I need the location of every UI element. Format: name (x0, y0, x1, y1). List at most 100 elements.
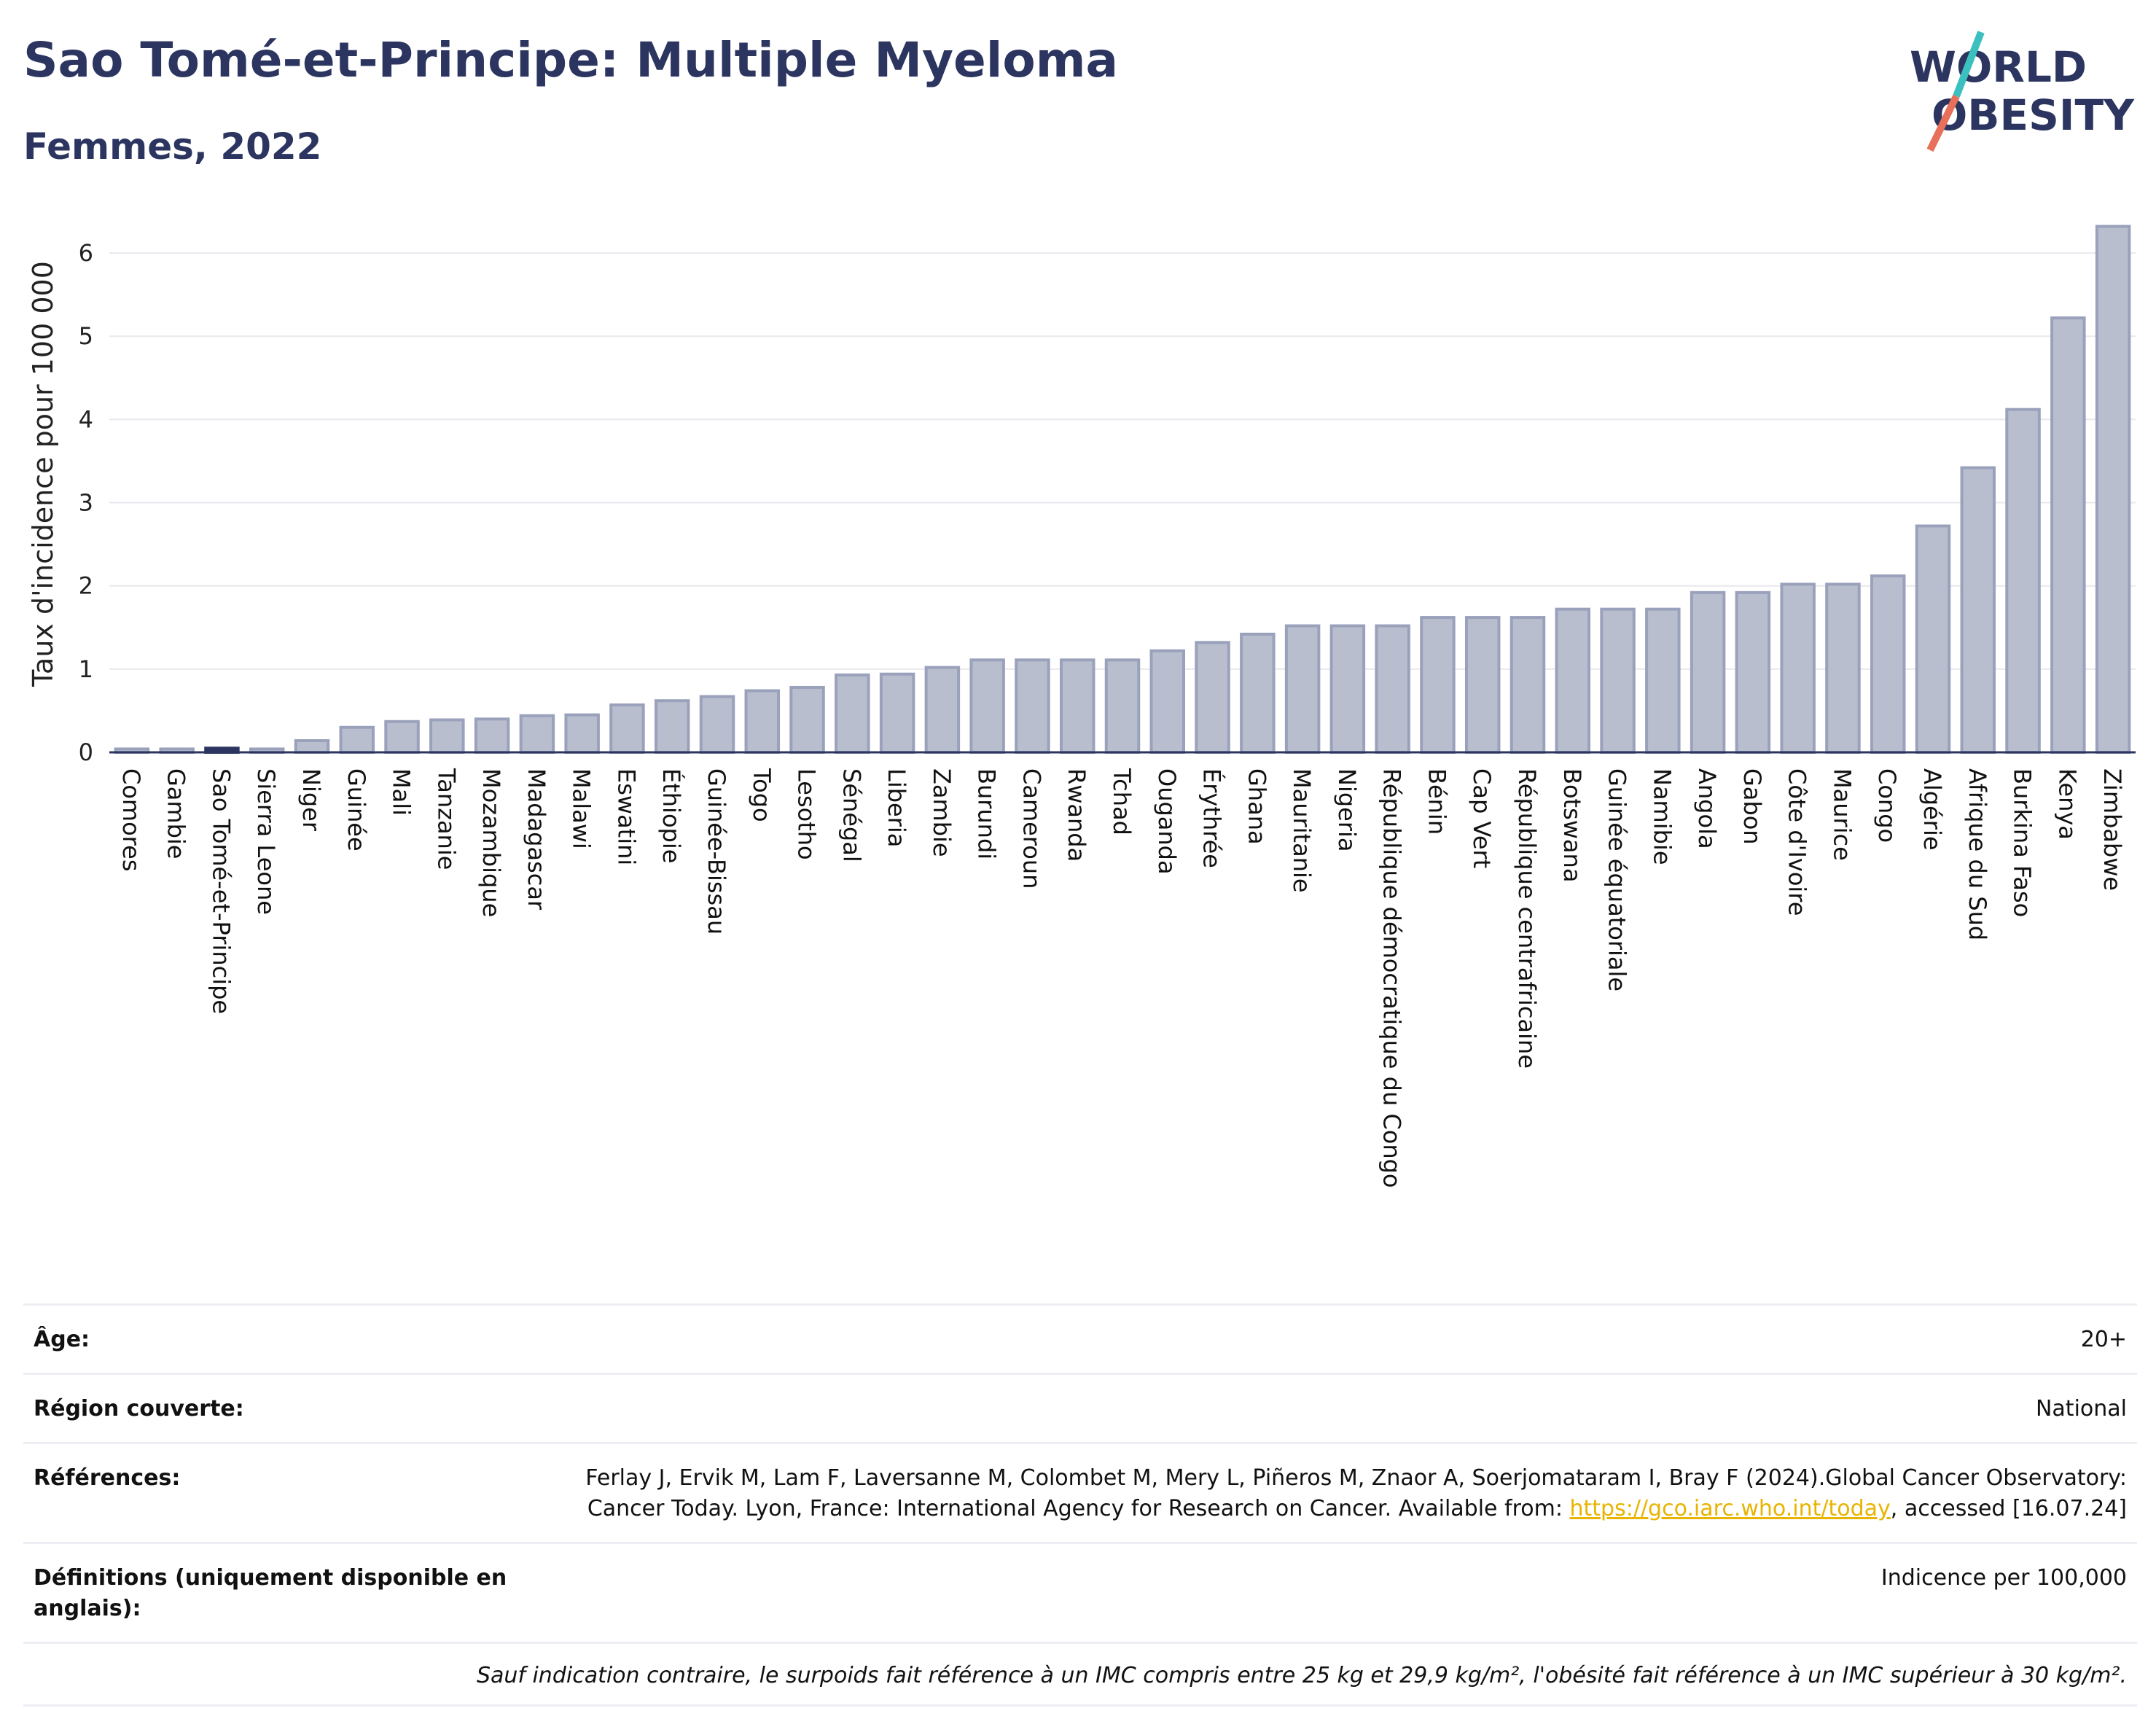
y-tick-label: 4 (79, 405, 93, 433)
category-label: Sierra Leone (252, 768, 280, 915)
category-label: Guinée (343, 768, 370, 851)
category-label: Érythrée (1198, 768, 1226, 868)
bar-7 (429, 718, 465, 754)
category-label: Liberia (883, 768, 910, 847)
category-label: Ghana (1243, 768, 1270, 845)
bar-38 (1825, 582, 1861, 755)
y-axis-label: Taux d'incidence pour 100 000 (27, 261, 59, 687)
references-text: Ferlay J, Ervik M, Lam F, Laversanne M, … (585, 1465, 2127, 1521)
meta-row-references: Références: Ferlay J, Ervik M, Lam F, La… (23, 1442, 2137, 1542)
bar-30 (1464, 616, 1501, 754)
category-label: Mali (388, 768, 415, 816)
bar-37 (1780, 582, 1816, 755)
bar-29 (1420, 616, 1456, 754)
category-label: Gabon (1738, 768, 1766, 845)
y-tick-label: 2 (79, 572, 93, 600)
bar-27 (1329, 624, 1366, 754)
category-label: Sao Tomé-et-Principe (207, 768, 235, 1014)
category-label: Burundi (973, 768, 1001, 859)
bar-28 (1375, 624, 1410, 754)
bar-25 (1240, 632, 1276, 755)
bar-14 (744, 689, 781, 755)
references-link[interactable]: https://gco.iarc.who.int/today (1569, 1496, 1891, 1521)
references-value: Ferlay J, Ervik M, Lam F, Laversanne M, … (560, 1463, 2127, 1524)
category-label: Cap Vert (1468, 768, 1496, 868)
bar-32 (1555, 607, 1591, 755)
bar-18 (924, 666, 961, 754)
category-label: Botswana (1558, 768, 1586, 882)
axes: 0 1 2 3 4 5 6 (79, 239, 2136, 766)
category-label: Gambie (163, 768, 190, 859)
bar-5 (339, 725, 375, 754)
category-label: Madagascar (523, 768, 550, 911)
category-label: Zimbabwe (2098, 768, 2126, 891)
category-label: Sénégal (837, 768, 865, 862)
bar-42 (2005, 408, 2041, 754)
category-label: Bénin (1423, 768, 1450, 835)
category-label: Guinée-Bissau (703, 768, 730, 935)
category-label: Togo (748, 768, 776, 822)
logo-line-2: OBESITY (1932, 90, 2135, 140)
logo-line-1: WORLD (1910, 42, 2087, 92)
references-tail: , accessed [16.07.24] (1890, 1496, 2127, 1521)
bar-23 (1149, 649, 1186, 754)
y-tick-label: 1 (79, 655, 93, 683)
category-label: Namibie (1648, 768, 1676, 865)
bar-31 (1509, 616, 1546, 754)
bar-26 (1284, 624, 1321, 754)
bar-34 (1645, 607, 1681, 755)
y-tick-label: 6 (79, 239, 93, 267)
bars (114, 225, 2131, 755)
category-label: Tanzanie (432, 768, 460, 870)
category-label: Burkina Faso (2009, 768, 2036, 917)
region-label: Région couverte: (34, 1396, 244, 1422)
category-label: Zambie (928, 768, 956, 857)
bar-44 (2095, 225, 2131, 755)
category-label: Malawi (568, 768, 595, 849)
age-value: 20+ (2080, 1327, 2127, 1352)
category-label: Congo (1873, 768, 1901, 843)
metadata-table: Âge: 20+ Région couverte: National Référ… (23, 1303, 2137, 1707)
logo-slash-coral (1926, 94, 1960, 152)
bar-24 (1195, 641, 1230, 754)
region-value: National (2035, 1396, 2127, 1422)
bar-20 (1015, 658, 1050, 755)
definitions-label: Définitions (uniquement disponible en an… (34, 1565, 507, 1621)
category-label: Éthiopie (657, 768, 685, 863)
bar-33 (1600, 607, 1636, 755)
meta-row-age: Âge: 20+ (23, 1303, 2137, 1373)
bar-12 (654, 699, 690, 754)
bar-11 (609, 703, 645, 755)
chart-subtitle: Femmes, 2022 (23, 125, 322, 168)
bar-35 (1690, 590, 1726, 754)
category-label: Lesotho (793, 768, 821, 860)
bar-41 (1960, 466, 1996, 755)
bar-43 (2050, 316, 2086, 754)
category-label: Cameroun (1018, 768, 1045, 889)
bar-4 (294, 739, 330, 754)
y-tick-label: 5 (79, 322, 93, 350)
category-label: Eswatini (612, 768, 640, 865)
bar-8 (474, 717, 510, 754)
definitions-value: Indicence per 100,000 (1880, 1565, 2127, 1591)
category-label: Niger (297, 768, 325, 832)
bar-17 (879, 672, 915, 754)
category-label: Maurice (1828, 768, 1856, 861)
y-tick-label: 0 (79, 738, 93, 766)
bar-21 (1059, 658, 1095, 755)
bar-10 (564, 713, 600, 755)
category-label: Algérie (1918, 768, 1946, 851)
category-label: Mauritanie (1288, 768, 1316, 893)
category-label: Rwanda (1063, 768, 1090, 862)
meta-row-region: Région couverte: National (23, 1373, 2137, 1442)
bar-6 (384, 720, 420, 754)
category-labels: Comores Gambie Sao Tomé-et-Principe Sierra … (117, 768, 2126, 1188)
bar-15 (789, 685, 825, 755)
footnote: Sauf indication contraire, le surpoids f… (23, 1642, 2137, 1707)
category-label: Angola (1693, 768, 1721, 849)
category-label: Tchad (1108, 768, 1136, 835)
chart-title: Sao Tomé-et-Principe: Multiple Myeloma (23, 32, 1119, 88)
references-label: Références: (34, 1465, 181, 1491)
y-tick-label: 3 (79, 489, 93, 517)
category-label: République centrafricaine (1513, 768, 1541, 1069)
